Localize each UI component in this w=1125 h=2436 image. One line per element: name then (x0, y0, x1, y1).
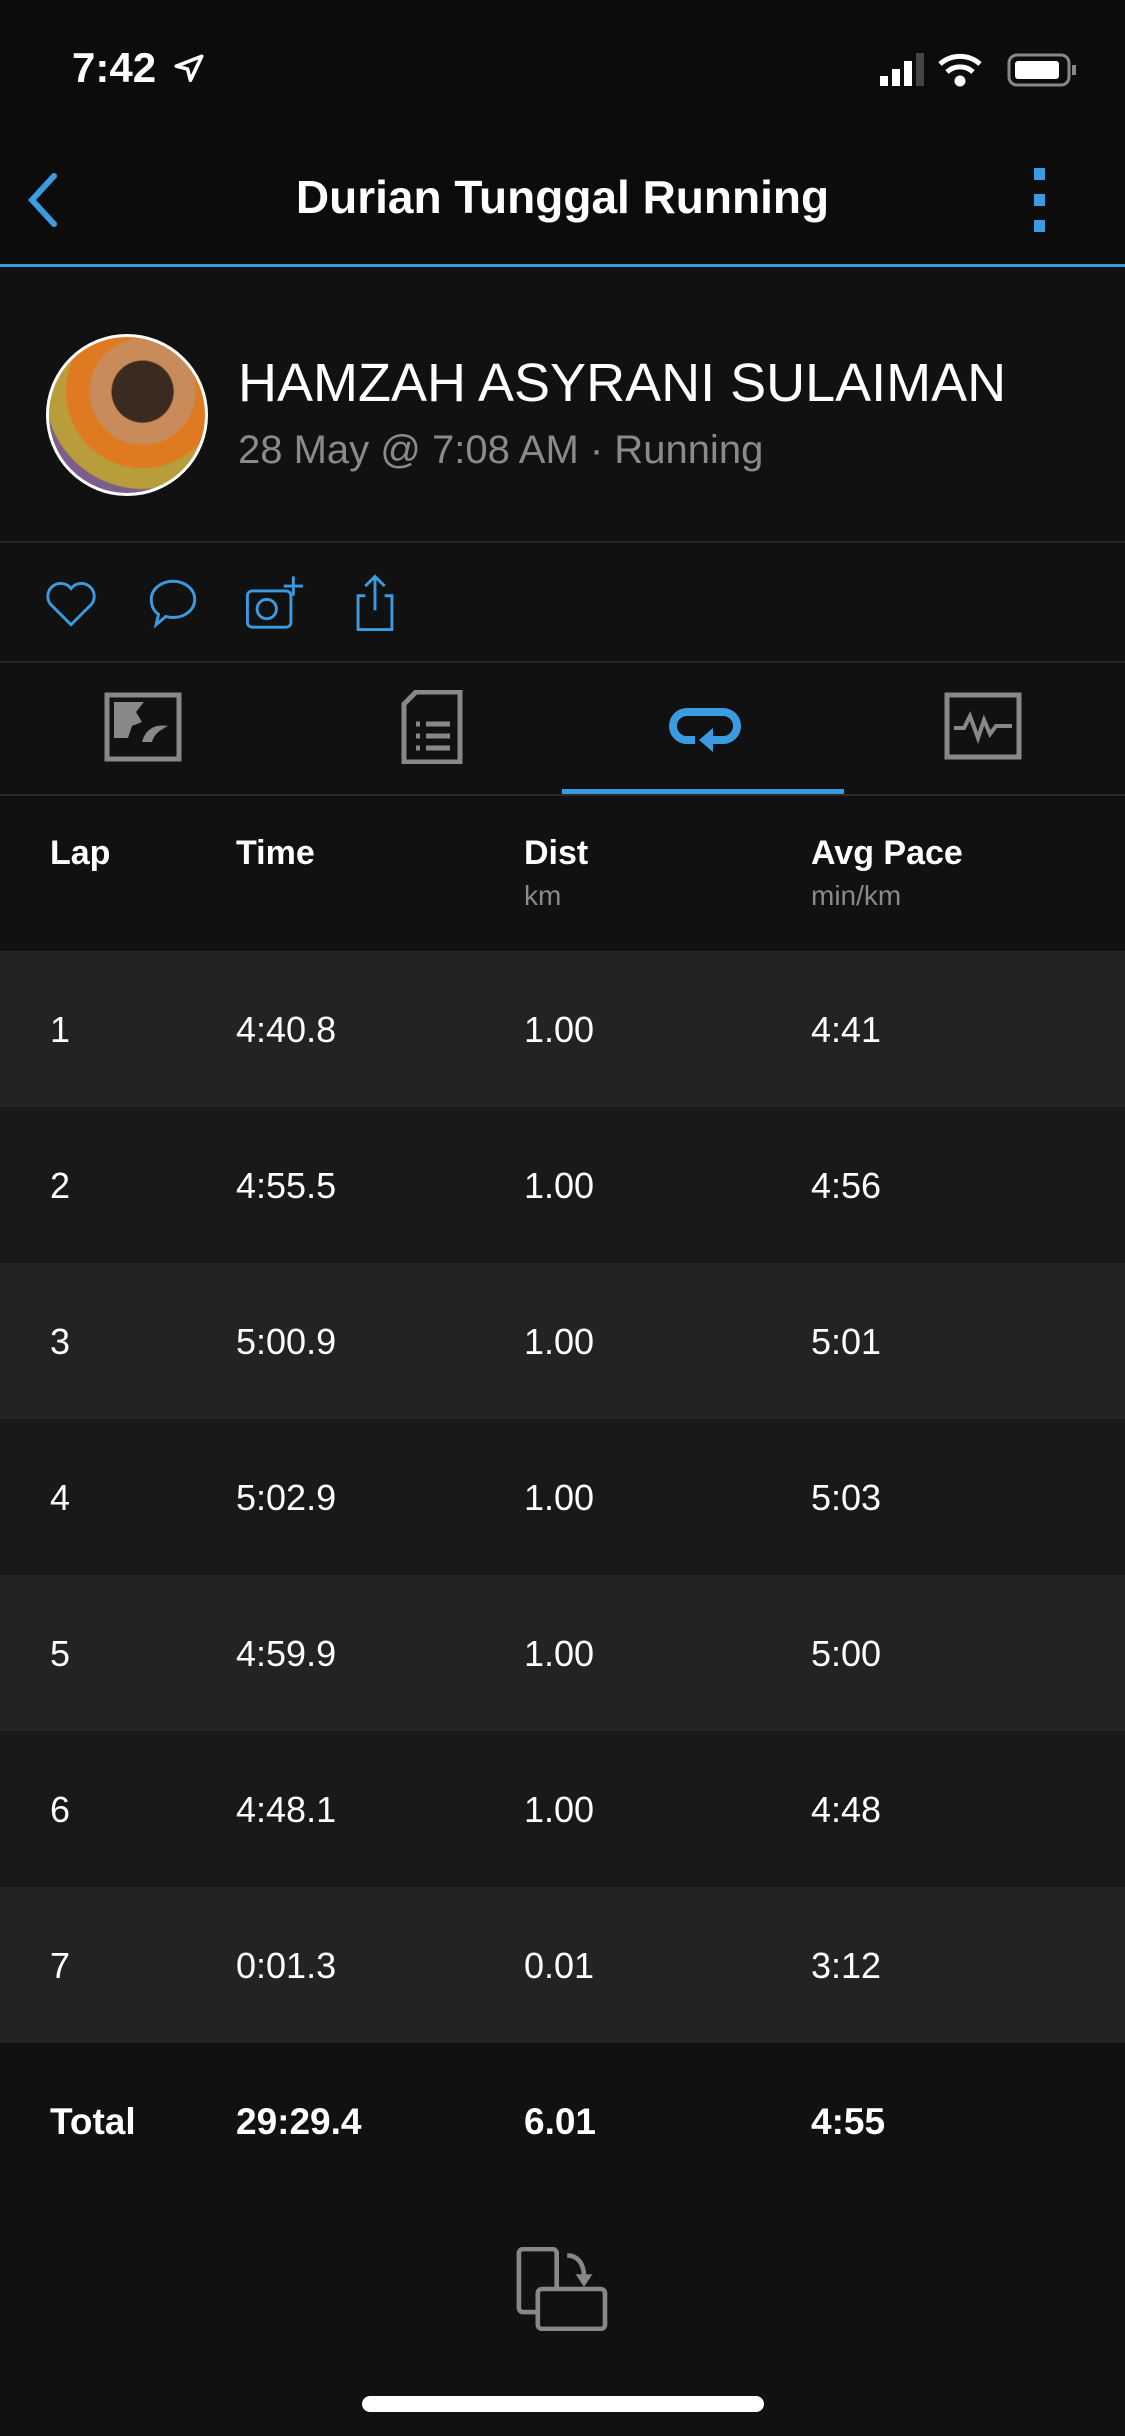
lap-distance: 1.00 (524, 1165, 595, 1206)
tab-bar-border (0, 794, 1125, 796)
like-heart-icon[interactable] (42, 574, 100, 632)
back-button[interactable] (24, 170, 64, 230)
wifi-icon (938, 53, 982, 87)
lap-time: 4:59.9 (236, 1633, 337, 1674)
lap-pace: 3:12 (811, 1945, 882, 1986)
comment-icon[interactable] (144, 574, 202, 632)
more-options-icon[interactable] (1030, 168, 1050, 232)
column-header-dist[interactable]: Dist (524, 834, 589, 872)
lap-pace: 4:41 (811, 1009, 882, 1050)
column-unit-dist: km (524, 880, 562, 911)
activity-subtitle: 28 May @ 7:08 AM · Running (238, 428, 764, 472)
lap-time: 4:40.8 (236, 1009, 337, 1050)
total-time: 29:29.4 (236, 2101, 362, 2142)
lap-number: 2 (50, 1165, 71, 1206)
tab-laps[interactable] (665, 690, 745, 764)
column-unit-avg-pace: min/km (811, 880, 902, 911)
page-title: Durian Tunggal Running (295, 171, 830, 223)
table-row[interactable]: 2 4:55.5 1.00 4:56 (0, 1107, 1125, 1263)
signal-icon (880, 53, 924, 86)
lap-pace: 4:56 (811, 1165, 882, 1206)
lap-number: 7 (50, 1945, 71, 1986)
lap-pace: 5:03 (811, 1477, 882, 1518)
table-row[interactable]: 4 5:02.9 1.00 5:03 (0, 1419, 1125, 1575)
lap-distance: 1.00 (524, 1477, 595, 1518)
lap-number: 3 (50, 1321, 71, 1362)
user-name[interactable]: HAMZAH ASYRANI SULAIMAN (238, 353, 1007, 413)
lap-pace: 5:00 (811, 1633, 882, 1674)
lap-number: 1 (50, 1009, 71, 1050)
lap-number: 6 (50, 1789, 71, 1830)
avatar[interactable] (46, 334, 208, 496)
lap-time: 4:48.1 (236, 1789, 337, 1830)
total-distance: 6.01 (524, 2101, 597, 2142)
table-row[interactable]: 5 4:59.9 1.00 5:00 (0, 1575, 1125, 1731)
lap-number: 5 (50, 1633, 71, 1674)
table-row[interactable]: 7 0:01.3 0.01 3:12 (0, 1887, 1125, 2043)
lap-pace: 4:48 (811, 1789, 882, 1830)
total-pace: 4:55 (811, 2101, 886, 2142)
rotate-device-icon[interactable] (516, 2247, 610, 2331)
lap-distance: 1.00 (524, 1009, 595, 1050)
tab-summary[interactable] (392, 690, 472, 764)
top-bar (0, 0, 1125, 266)
tab-map[interactable] (104, 690, 184, 764)
lap-number: 4 (50, 1477, 71, 1518)
lap-time: 5:02.9 (236, 1477, 337, 1518)
status-time: 7:42 (72, 44, 157, 91)
lap-time: 4:55.5 (236, 1165, 337, 1206)
lap-pace: 5:01 (811, 1321, 882, 1362)
lap-time: 5:00.9 (236, 1321, 337, 1362)
column-header-time[interactable]: Time (236, 834, 315, 872)
divider (0, 661, 1125, 663)
divider (0, 541, 1125, 543)
share-icon[interactable] (346, 574, 404, 632)
tab-charts[interactable] (944, 690, 1024, 764)
column-header-lap[interactable]: Lap (50, 834, 111, 872)
lap-time: 0:01.3 (236, 1945, 337, 1986)
add-photo-icon[interactable] (245, 574, 303, 632)
lap-distance: 1.00 (524, 1321, 595, 1362)
home-indicator[interactable] (362, 2396, 764, 2412)
lap-distance: 1.00 (524, 1633, 595, 1674)
table-row[interactable]: 3 5:00.9 1.00 5:01 (0, 1263, 1125, 1419)
table-row[interactable]: 1 4:40.8 1.00 4:41 (0, 951, 1125, 1107)
total-label: Total (50, 2101, 136, 2142)
header-divider (0, 264, 1125, 267)
table-row[interactable]: 6 4:48.1 1.00 4:48 (0, 1731, 1125, 1887)
lap-distance: 0.01 (524, 1945, 595, 1986)
column-header-avg-pace[interactable]: Avg Pace (811, 834, 963, 872)
location-arrow-icon (174, 54, 204, 83)
active-tab-indicator (562, 789, 844, 794)
battery-icon (1007, 53, 1076, 87)
lap-distance: 1.00 (524, 1789, 595, 1830)
total-row: Total 29:29.4 6.01 4:55 (0, 2043, 1125, 2199)
status-icons (880, 53, 1076, 87)
